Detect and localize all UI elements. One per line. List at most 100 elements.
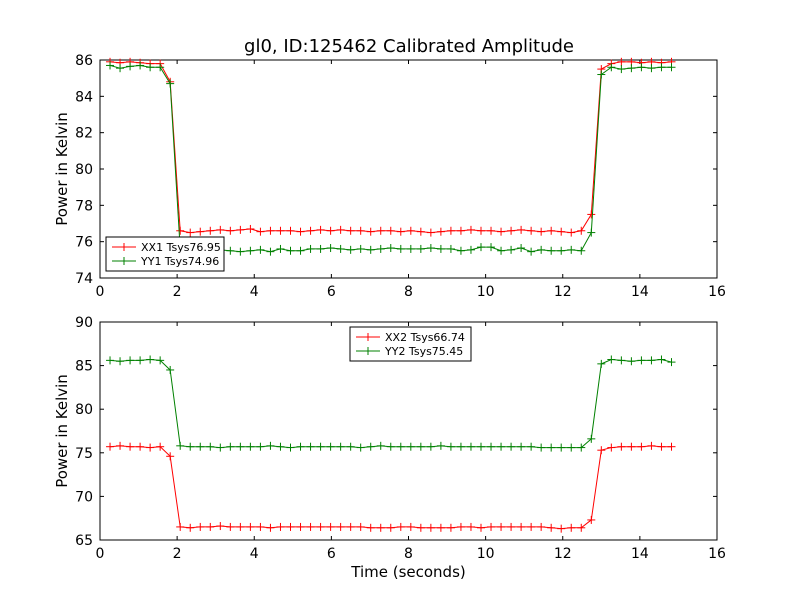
data-point — [196, 522, 205, 531]
data-point — [617, 65, 626, 74]
data-point — [126, 356, 135, 365]
data-point — [557, 246, 566, 255]
data-point — [597, 359, 606, 368]
y-tick-label: 85 — [75, 359, 93, 375]
data-point — [176, 522, 185, 531]
data-point — [256, 442, 265, 451]
data-point — [527, 247, 536, 256]
data-point — [487, 442, 496, 451]
data-point — [487, 243, 496, 252]
y-tick-label: 80 — [75, 162, 93, 178]
data-point — [186, 523, 195, 532]
data-point — [446, 442, 455, 451]
data-point — [426, 244, 435, 253]
data-point — [587, 228, 596, 237]
data-point — [406, 226, 415, 235]
data-point — [637, 356, 646, 365]
data-point — [346, 245, 355, 254]
data-point — [406, 442, 415, 451]
data-point — [396, 522, 405, 531]
data-point — [366, 245, 375, 254]
data-point — [286, 226, 295, 235]
data-point — [487, 226, 496, 235]
data-point — [366, 442, 375, 451]
bottom-plot: 0 2 4 6 8 10 12 14 16 65 70 75 80 85 90 Power in Kelvin… — [53, 315, 726, 581]
data-point — [356, 443, 365, 452]
y-tick-label: 75 — [75, 446, 93, 462]
data-point — [607, 443, 616, 452]
data-point — [497, 522, 506, 531]
y-tick-label: 70 — [75, 489, 93, 505]
data-point — [116, 441, 125, 450]
data-point — [436, 441, 445, 450]
data-point — [136, 61, 145, 70]
data-point — [186, 442, 195, 451]
data-point — [607, 63, 616, 72]
data-point — [396, 442, 405, 451]
data-point — [517, 225, 526, 234]
x-tick-label: 14 — [631, 546, 649, 562]
y-tick-label: 74 — [75, 271, 93, 287]
data-point — [136, 356, 145, 365]
data-point — [156, 442, 165, 451]
data-point — [597, 446, 606, 455]
data-point — [386, 226, 395, 235]
data-point — [196, 442, 205, 451]
x-tick-label: 2 — [173, 546, 182, 562]
data-point — [396, 244, 405, 253]
data-point — [487, 522, 496, 531]
data-point — [226, 442, 235, 451]
data-point — [306, 442, 315, 451]
data-point — [106, 442, 115, 451]
x-tick-label: 16 — [708, 546, 726, 562]
series-0 — [106, 441, 676, 533]
data-point — [136, 442, 145, 451]
data-point — [226, 226, 235, 235]
x-tick-label: 0 — [96, 284, 105, 300]
y-axis-label: Power in Kelvin — [53, 112, 71, 226]
data-point — [276, 522, 285, 531]
data-point — [627, 64, 636, 73]
data-point — [527, 442, 536, 451]
data-point — [226, 246, 235, 255]
data-point — [356, 226, 365, 235]
data-point — [286, 246, 295, 255]
y-tick-label: 76 — [75, 235, 93, 251]
data-point — [256, 245, 265, 254]
legend-entry: XX2 Tsys66.74 — [356, 331, 465, 344]
legend-label: XX2 Tsys66.74 — [385, 331, 465, 344]
data-point — [296, 246, 305, 255]
data-point — [156, 356, 165, 365]
data-point — [366, 523, 375, 532]
legend-box — [349, 326, 472, 362]
data-point — [617, 57, 626, 66]
data-point — [216, 225, 225, 234]
data-point — [537, 245, 546, 254]
data-point — [386, 523, 395, 532]
data-point — [547, 443, 556, 452]
data-point — [326, 244, 335, 253]
x-tick-label: 12 — [554, 546, 572, 562]
data-point — [336, 244, 345, 253]
data-point — [276, 226, 285, 235]
data-point — [527, 226, 536, 235]
legend-label: XX1 Tsys76.95 — [141, 241, 221, 254]
data-point — [436, 244, 445, 253]
data-point — [346, 442, 355, 451]
x-tick-label: 10 — [477, 284, 495, 300]
data-point — [567, 245, 576, 254]
data-point — [517, 244, 526, 253]
data-point — [276, 244, 285, 253]
legend-entry: YY1 Tsys74.96 — [112, 255, 219, 268]
y-tick-label: 80 — [75, 402, 93, 418]
data-point — [497, 227, 506, 236]
x-tick-label: 10 — [477, 546, 495, 562]
data-point — [326, 226, 335, 235]
x-tick-label: 2 — [173, 284, 182, 300]
data-point — [406, 244, 415, 253]
data-point — [577, 443, 586, 452]
data-point — [557, 227, 566, 236]
data-point — [216, 443, 225, 452]
data-point — [607, 355, 616, 364]
